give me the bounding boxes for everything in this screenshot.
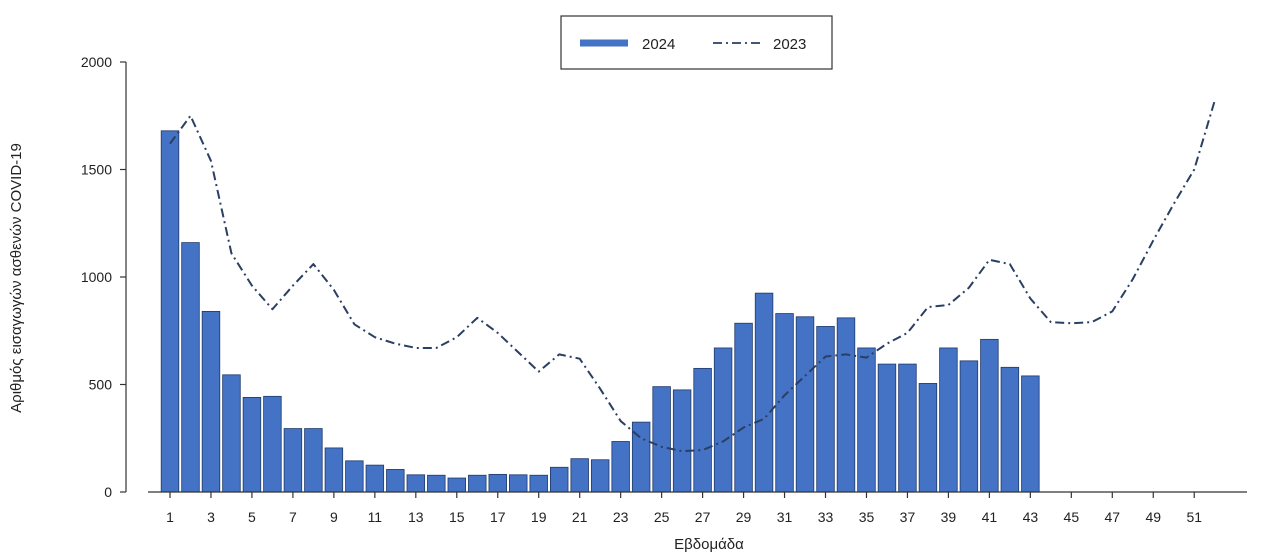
bar-2024-week-28 [713,347,733,493]
bar-2024-week-33 [816,326,835,493]
axes [120,61,1247,498]
y-tick-label: 0 [104,484,112,500]
x-tick-label: 49 [1145,509,1161,525]
series-line-2023 [169,100,1216,453]
bar-2024-week-5 [242,396,262,493]
bar-2024-week-16 [468,474,487,493]
bar-2024-week-11 [365,464,385,493]
x-tick-label: 43 [1023,509,1039,525]
bar-2024-week-18 [509,474,528,493]
legend-label-2023: 2023 [773,36,806,53]
bar-2024-week-19 [529,474,548,493]
bar-2024-week-14 [427,474,446,493]
x-tick-label: 45 [1064,509,1080,525]
bar-2024-week-32 [795,316,815,493]
y-tick-label: 2000 [81,54,112,70]
line-2023 [169,100,1216,453]
bar-2024-week-22 [590,459,610,493]
bar-2024-week-40 [959,360,979,493]
x-tick-label: 33 [818,509,834,525]
bar-2024-week-39 [939,347,958,493]
bar-2024-week-20 [550,466,569,493]
legend-label-2024: 2024 [642,36,675,53]
x-tick-label: 47 [1105,509,1121,525]
bar-2024-week-12 [386,469,405,493]
bar-2024-week-36 [877,363,897,493]
x-tick-label: 15 [449,509,465,525]
bar-2024-week-2 [181,242,200,493]
bars-2024 [160,130,1040,493]
bar-2024-week-43 [1021,375,1040,493]
x-tick-label: 7 [289,509,297,525]
y-axis-title: Αριθμός εισαγωγών ασθενών COVID-19 [8,143,25,413]
bar-2024-week-26 [672,389,692,493]
bar-2024-week-7 [283,428,303,493]
x-tick-label: 37 [900,509,916,525]
bar-2024-week-8 [304,428,323,493]
bar-2024-week-38 [918,383,938,493]
x-tick-label: 13 [408,509,424,525]
bar-2024-week-10 [345,460,364,493]
bar-2024-week-17 [488,473,507,493]
bar-2024-week-6 [263,395,282,493]
x-tick-label: 27 [695,509,711,525]
bar-2024-week-27 [693,367,712,493]
bar-2024-week-42 [1000,366,1020,493]
bar-2024-week-34 [836,317,856,493]
x-tick-label: 21 [572,509,588,525]
y-tick-label: 500 [89,377,113,393]
x-tick-label: 3 [207,509,215,525]
bar-2024-week-1 [160,130,180,493]
bar-2024-week-25 [652,386,671,493]
y-tick-label: 1000 [81,269,112,285]
bar-2024-week-3 [201,310,221,493]
bar-2024-week-23 [611,441,630,493]
x-tick-label: 23 [613,509,629,525]
bar-2024-week-4 [222,374,241,493]
x-axis-title: Εβδομάδα [674,536,744,553]
x-tick-label: 51 [1186,509,1202,525]
bar-2024-week-35 [857,347,876,493]
x-tick-label: 9 [330,509,338,525]
x-tick-label: 35 [859,509,875,525]
y-tick-label: 1500 [81,162,112,178]
bar-2024-week-13 [406,474,426,493]
bar-2024-week-41 [980,338,999,493]
legend: 2024 2023 [560,15,833,70]
x-tick-label: 39 [941,509,957,525]
x-tick-label: 29 [736,509,752,525]
bar-2024-week-37 [898,363,917,493]
x-tick-label: 1 [166,509,174,525]
bar-2024-week-30 [754,292,774,493]
bar-2024-week-29 [734,322,753,493]
x-tick-label: 41 [982,509,998,525]
x-tick-label: 11 [368,509,383,525]
x-tick-label: 17 [490,509,506,525]
x-tick-label: 5 [248,509,256,525]
bar-2024-week-15 [447,477,467,493]
x-tick-label: 31 [777,509,793,525]
x-tick-label: 25 [654,509,670,525]
x-tick-label: 19 [531,509,547,525]
bar-2024-week-9 [324,447,344,493]
bar-2024-week-21 [570,458,589,493]
